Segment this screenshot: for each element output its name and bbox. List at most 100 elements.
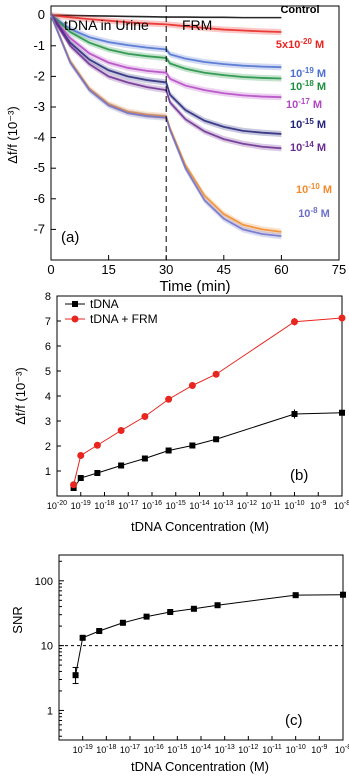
panel-c-point: [340, 591, 346, 598]
panel-b-ytick-label: 5: [45, 366, 51, 378]
panel-c-xtick-label: 10-15: [167, 744, 187, 755]
panel-a-series-band: [51, 12, 282, 82]
panel-a-series-line: [50, 14, 282, 69]
panel-b-point: [213, 436, 220, 443]
panel-c-point: [79, 634, 86, 641]
panel-a-xtick-label: 15: [101, 262, 115, 277]
panel-c-xtick-label: 10-13: [215, 744, 235, 755]
panel-a-xtick-label: 30: [159, 262, 173, 277]
panel-a-series-band: [51, 12, 282, 101]
panel-b-series-line: [73, 317, 343, 485]
panel-b-ytick-label: 1: [45, 466, 51, 478]
panel-b-legend-tdna-frm: tDNA + FRM: [90, 312, 158, 326]
panel-c-xtick-label: 10-12: [238, 744, 258, 755]
panel-c-point: [190, 605, 197, 612]
panel-c-xlabel: tDNA Concentration (M): [131, 759, 269, 774]
panel-c-xtick-label: 10-8: [335, 744, 349, 755]
panel-a-ytick-label: -6: [33, 191, 45, 206]
panel-c-point: [119, 619, 126, 626]
panel-b-xtick-label: 10-12: [237, 500, 257, 511]
panel-a-ytick-label: -2: [33, 68, 45, 83]
panel-c-ticks: 10-19 10-18 10-17 10-16 10-15 10-14 10-13 10-12…: [35, 560, 349, 755]
panel-b-label: (b): [290, 467, 308, 484]
panel-a-ylabel: Δf/f (10⁻³): [5, 106, 20, 163]
panel-a-plot-frame: [50, 5, 340, 261]
panel-b-point: [291, 318, 298, 326]
panel-a-series-line: [50, 14, 282, 238]
panel-b-point: [338, 314, 346, 322]
panel-a-series-line: [50, 14, 282, 80]
panel-c-xtick-label: 10-9: [311, 744, 327, 755]
panel-a-concentration-label: 10-15 M: [290, 117, 326, 131]
panel-c-xtick-label: 10-10: [286, 744, 306, 755]
panel-b-legend: tDNA tDNA + FRM: [65, 297, 158, 326]
panel-c: 10-19 10-18 10-17 10-16 10-15 10-14 10-13 10-12…: [10, 554, 349, 774]
panel-a-series: [50, 12, 282, 240]
panel-a-xtick-label: 60: [274, 262, 288, 277]
panel-a-ytick-label: -7: [33, 221, 45, 236]
panel-b-ytick-label: 4: [45, 391, 51, 403]
panel-c-series-line: [75, 594, 344, 676]
panel-b-series: [70, 314, 346, 491]
panel-b-xtick-label: 10-13: [213, 500, 233, 511]
panel-b-xlabel: tDNA Concentration (M): [131, 519, 269, 534]
panel-c-ytick-label: 10: [41, 641, 53, 653]
panel-b-point: [77, 452, 85, 459]
panel-b-point: [77, 475, 84, 481]
panel-b-point: [188, 382, 196, 389]
panel-b-point: [93, 441, 101, 449]
panel-b-legend-tdna: tDNA: [90, 297, 119, 311]
panel-a-concentration-label: 10-10 M: [296, 182, 332, 196]
panel-b-ticks: 10-20 10-19 10-18 10-17 10-16 10-15 10-14 10-13…: [45, 291, 349, 511]
panel-a-concentration-label: 10-8 M: [298, 206, 330, 220]
panel-b-xtick-label: 10-18: [94, 500, 114, 511]
panel-a-xtick-label: 45: [217, 262, 231, 277]
panel-b-xtick-label: 10-8: [334, 500, 349, 511]
panel-b-xtick-label: 10-10: [284, 500, 304, 511]
panel-b-point: [291, 411, 298, 417]
panel-b-point: [339, 409, 345, 416]
panel-b-point: [118, 462, 125, 469]
panel-a-concentration-label: 5x10-20 M: [276, 37, 324, 51]
panel-b-point: [141, 455, 148, 462]
panel-b-point: [117, 427, 125, 434]
panel-a-concentration-label: 10-14 M: [290, 140, 326, 154]
panel-c-xtick-label: 10-17: [120, 744, 140, 755]
panel-a-ytick-label: 0: [38, 7, 45, 22]
panel-c-xtick-label: 10-16: [144, 744, 164, 755]
panel-a: 0 15 30 45 60 75 0 -1 -2 -3 -4 -5 -6 -7 tDNA in Urine…: [5, 4, 346, 295]
panel-b-xtick-label: 10-19: [71, 500, 91, 511]
panel-c-xtick-label: 10-14: [191, 744, 211, 755]
panel-c-xtick-label: 10-18: [96, 744, 116, 755]
panel-a-series-line: [50, 14, 282, 150]
panel-b-point: [165, 447, 172, 454]
panel-b-ytick-label: 7: [45, 316, 51, 328]
panel-b-xtick-label: 10-20: [47, 500, 67, 511]
panel-b-ytick-label: 2: [45, 441, 51, 453]
panel-a-series-band: [51, 12, 282, 36]
panel-c-ytick-label: 100: [35, 576, 53, 588]
panel-b-ytick-label: 6: [45, 341, 51, 353]
panel-a-annotation-right: FRM: [182, 17, 212, 33]
panel-b-point: [141, 413, 149, 420]
panel-a-series-line: [50, 14, 282, 135]
panel-c-series: [72, 591, 346, 685]
panel-b-ylabel: Δf/f (10⁻³): [13, 367, 28, 424]
panel-c-point: [72, 672, 79, 679]
panel-b-xtick-label: 10-15: [166, 500, 186, 511]
panel-c-point: [214, 602, 221, 609]
panel-b-xtick-label: 10-14: [189, 500, 209, 511]
panel-a-xlabel: Time (min): [159, 278, 230, 295]
panel-a-ytick-label: -3: [33, 99, 45, 114]
panel-b-xtick-label: 10-16: [142, 500, 162, 511]
panel-a-label: (a): [61, 229, 79, 246]
panel-a-concentration-label: 10-18 M: [290, 79, 326, 93]
panel-b-point: [70, 481, 78, 489]
panel-a-series-band: [51, 12, 282, 71]
panel-c-ylabel: SNR: [10, 606, 25, 633]
panel-c-point: [167, 609, 174, 616]
panel-c-point: [96, 628, 103, 635]
panel-a-concentration-label: 10-17 M: [286, 97, 322, 111]
panel-a-ytick-label: -5: [33, 160, 45, 175]
